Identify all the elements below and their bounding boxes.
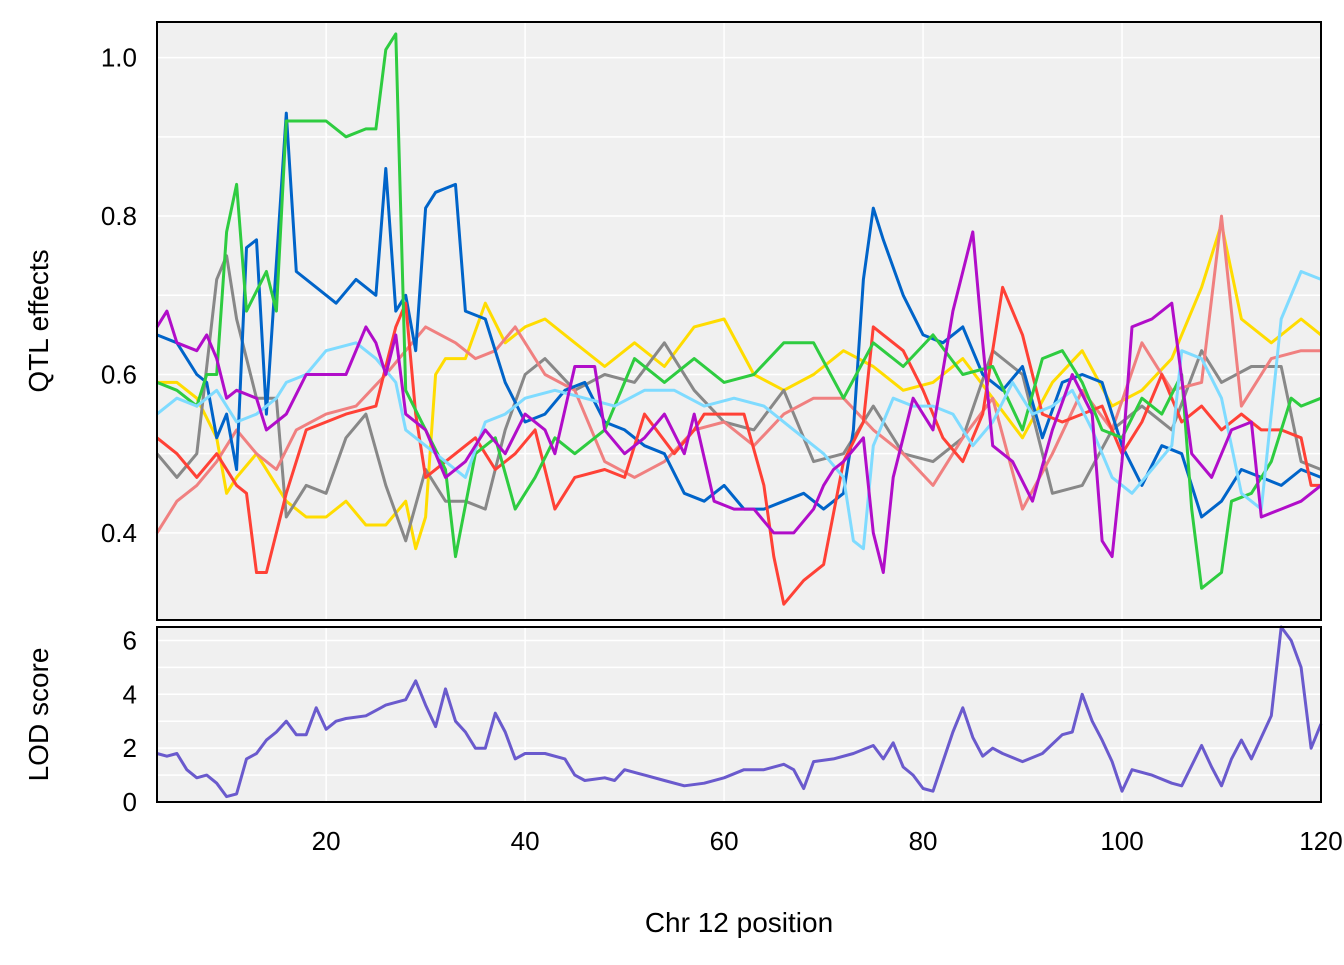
y-tick-label: 0.6: [101, 359, 137, 389]
series-line-5: [156, 285, 1321, 606]
series-line-7: [156, 270, 1322, 551]
plot-background: [157, 22, 1321, 620]
x-tick-label: 120: [1299, 826, 1342, 856]
qtl-effects-panel: 0.4 0.6 0.8 1.0 QTL effects: [23, 21, 1322, 621]
x-tick-label: 80: [909, 826, 938, 856]
x-tick-label: 20: [312, 826, 341, 856]
y-tick-label: 2: [123, 733, 137, 763]
lod-score-panel: 0 2 4 6 LOD score 20 40 60 80 100 120 Chr 12 positi…: [23, 625, 1343, 938]
series-line-8: [155, 230, 1322, 574]
x-axis-title: Chr 12 position: [645, 907, 833, 938]
plot-frame: [156, 21, 1322, 621]
y-axis-title: QTL effects: [23, 249, 54, 392]
plot-frame: [156, 626, 1322, 803]
x-tick-label: 60: [710, 826, 739, 856]
x-tick-label: 100: [1100, 826, 1143, 856]
y-tick-label: 0.8: [101, 201, 137, 231]
y-axis-title: LOD score: [23, 648, 54, 782]
y-tick-label: 0: [123, 787, 137, 817]
x-tick-label: 40: [511, 826, 540, 856]
y-tick-label: 6: [123, 625, 137, 655]
series-line-6: [156, 32, 1322, 590]
y-tick-label: 0.4: [101, 518, 137, 548]
series-line-1: [156, 625, 1323, 799]
y-tick-label: 1.0: [101, 43, 137, 73]
series-line-4: [156, 111, 1322, 519]
y-tick-label: 4: [123, 679, 137, 709]
